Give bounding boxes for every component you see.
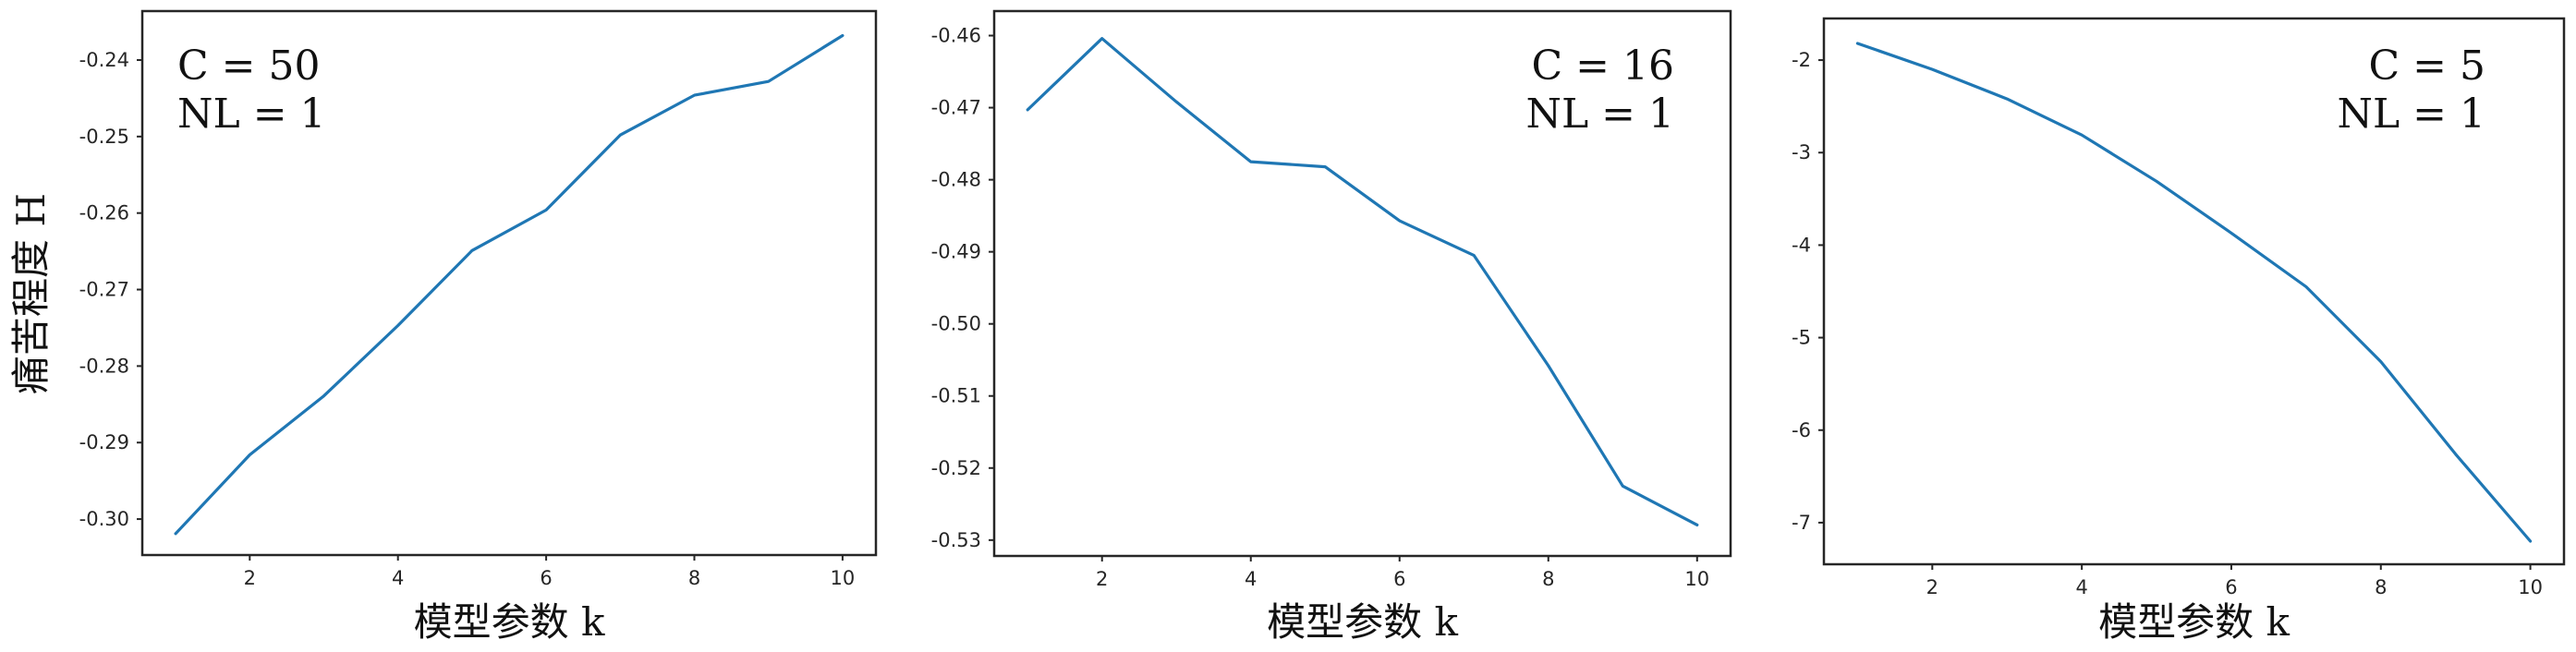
y-tick-label: -0.27 [79, 279, 129, 301]
series-line [1026, 37, 1699, 527]
x-tick-label: 6 [2225, 576, 2237, 598]
x-axis-label: 模型参数 k [414, 599, 605, 645]
x-tick-label: 8 [1542, 568, 1554, 590]
y-tick-label: -0.47 [931, 97, 981, 119]
chart-panel-1: 2 4 6 8 10 -0.30 -0.29 -0.28 -0.27 -0.26 -0.25 -0.2… [79, 9, 878, 645]
x-tick-label: 6 [1393, 568, 1405, 590]
x-tick-label: 10 [831, 567, 856, 589]
x-tick-label: 2 [244, 567, 256, 589]
x-axis-label: 模型参数 k [1267, 599, 1458, 645]
y-tick-label: -0.50 [931, 313, 981, 335]
y-tick-label: -0.29 [79, 431, 129, 453]
x-tick-label: 4 [1245, 568, 1257, 590]
plot-frame [1822, 17, 2566, 566]
x-tick-label: 2 [1096, 568, 1108, 590]
y-tick-label: -3 [1792, 141, 1811, 163]
y-tick-label: -4 [1792, 234, 1811, 256]
plot-frame [140, 9, 878, 557]
chart-panel-3: 2 4 6 8 10 -7 -6 -5 -4 -3 -2 模型参数 k C = 5NL = 1 [1792, 17, 2566, 645]
y-tick-label: -0.53 [931, 529, 981, 551]
y-tick-label: -0.51 [931, 385, 981, 407]
y-axis-label: 痛苦程度 H [8, 193, 54, 394]
y-tick-label: -0.52 [931, 457, 981, 479]
y-tick-label: -0.25 [79, 126, 129, 148]
x-axis-label: 模型参数 k [2098, 599, 2290, 645]
x-tick-label: 4 [2075, 576, 2087, 598]
annotation-text: NL = 1 [177, 91, 326, 138]
y-tick-label: -6 [1792, 419, 1811, 441]
y-tick-label: -0.30 [79, 508, 129, 530]
y-tick-label: -0.24 [79, 49, 129, 71]
y-tick-label: -0.28 [79, 355, 129, 377]
annotation-text: C = 5 [2369, 42, 2486, 90]
annotation-text: NL = 1 [2337, 91, 2485, 138]
y-tick-label: -0.49 [931, 241, 981, 263]
y-tick-label: -7 [1792, 512, 1811, 534]
y-tick-label: -0.46 [931, 25, 981, 47]
annotation-text: NL = 1 [1525, 91, 1674, 138]
x-tick-label: 6 [540, 567, 552, 589]
chart-panel-2: 2 4 6 8 10 -0.53 -0.52 -0.51 -0.50 -0.49 -0.48 -0.4… [931, 9, 1732, 645]
plot-frame [992, 9, 1732, 558]
series-line [174, 33, 844, 536]
x-tick-label: 10 [2518, 576, 2543, 598]
x-tick-label: 8 [2375, 576, 2387, 598]
y-tick-label: -2 [1792, 49, 1811, 71]
annotation-text: C = 50 [177, 42, 321, 90]
x-tick-label: 8 [688, 567, 700, 589]
series-line [1855, 42, 2533, 543]
panels: 2 4 6 8 10 -0.30 -0.29 -0.28 -0.27 -0.26 -0.25 -0.2… [79, 9, 2566, 645]
y-tick-label: -0.48 [931, 169, 981, 191]
y-tick-label: -0.26 [79, 202, 129, 224]
x-tick-label: 2 [1926, 576, 1938, 598]
x-tick-label: 10 [1684, 568, 1709, 590]
x-tick-label: 4 [392, 567, 404, 589]
y-tick-label: -5 [1792, 327, 1811, 349]
annotation-text: C = 16 [1532, 42, 1675, 90]
